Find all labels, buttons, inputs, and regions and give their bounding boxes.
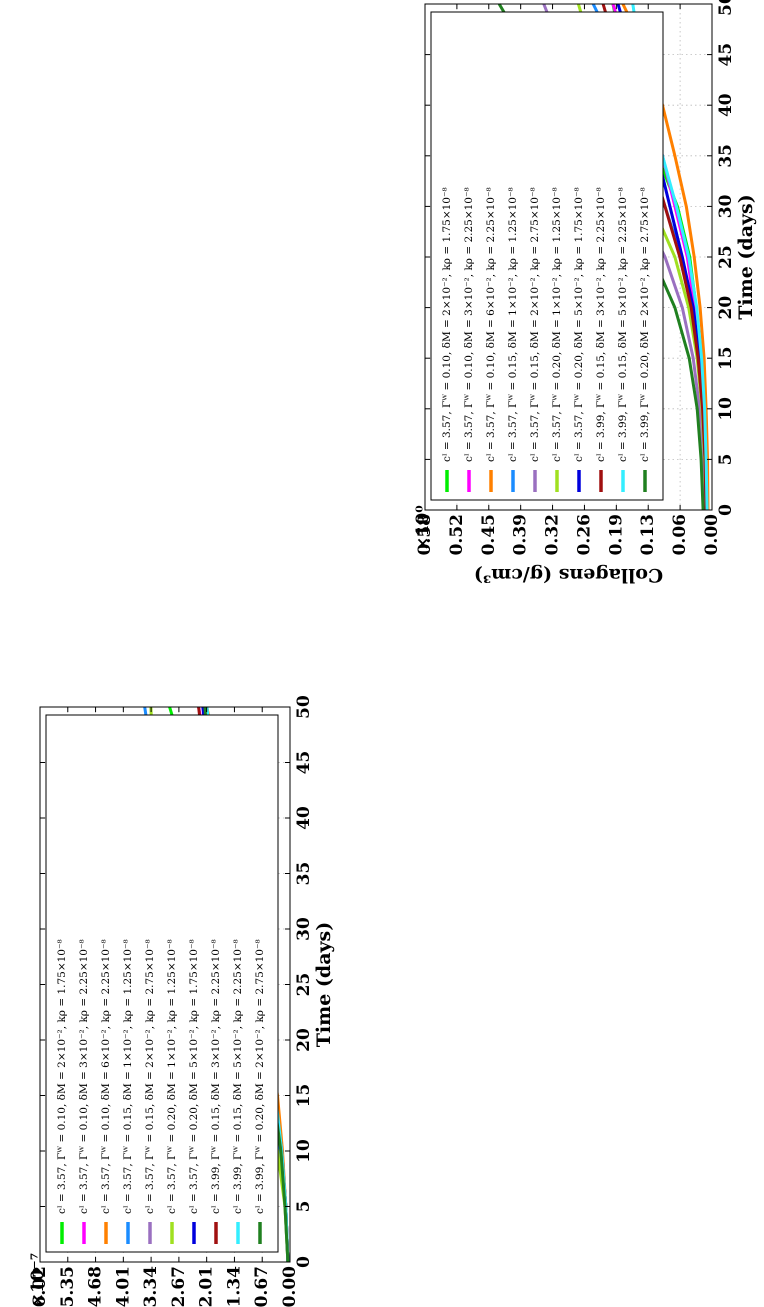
- x-tick-label: 35: [294, 862, 314, 886]
- x-axis-label: Time (days): [313, 922, 335, 1047]
- y-tick-label: 2.67: [169, 1266, 189, 1307]
- legend-entry-label: cᴵ = 3.99, Γᵂ = 0.15, δM = 5×10⁻², kρ = …: [232, 939, 244, 1214]
- legend-entry-label: cᴵ = 3.57, Γᵂ = 0.10, δM = 6×10⁻², kρ = …: [100, 939, 112, 1214]
- scale-multiplier: ×10⁰: [413, 505, 433, 550]
- y-tick-label: 0.19: [606, 514, 626, 555]
- x-tick-label: 10: [716, 397, 736, 421]
- legend-entry-label: cᴵ = 3.99, Γᵂ = 0.20, δM = 2×10⁻², kρ = …: [639, 187, 651, 462]
- y-tick-label: 0.00: [280, 1266, 300, 1307]
- y-tick-label: 0.06: [670, 514, 690, 555]
- x-tick-label: 5: [716, 453, 736, 465]
- x-tick-label: 0: [294, 1256, 314, 1268]
- legend-entry-label: cᴵ = 3.57, Γᵂ = 0.20, δM = 5×10⁻², kρ = …: [573, 187, 585, 462]
- legend-entry-label: cᴵ = 3.57, Γᵂ = 0.20, δM = 1×10⁻², kρ = …: [166, 939, 178, 1214]
- y-tick-label: 6.02: [30, 1266, 50, 1307]
- legend: cᴵ = 3.57, Γᵂ = 0.10, δM = 2×10⁻², kρ = …: [45, 714, 279, 1253]
- y-tick-label: 2.01: [197, 1266, 217, 1307]
- x-tick-label: 50: [716, 0, 736, 16]
- legend-entry-label: cᴵ = 3.99, Γᵂ = 0.15, δM = 3×10⁻², kρ = …: [595, 187, 607, 462]
- legend-entry-label: cᴵ = 3.57, Γᵂ = 0.10, δM = 2×10⁻², kρ = …: [441, 187, 453, 462]
- y-tick-label: 0.26: [574, 514, 594, 555]
- legend: cᴵ = 3.57, Γᵂ = 0.10, δM = 2×10⁻², kρ = …: [430, 11, 664, 501]
- chart-panel-0: 0 5 10 15 20 25 30 35 40 45 50 0.00 0.67 1.34 2.01 2.67…: [28, 695, 335, 1307]
- legend-entry-label: cᴵ = 3.57, Γᵂ = 0.20, δM = 5×10⁻², kρ = …: [188, 939, 200, 1214]
- x-tick-label: 10: [294, 1139, 314, 1163]
- x-tick-label: 20: [294, 1028, 314, 1052]
- x-tick-label: 15: [716, 346, 736, 370]
- x-tick-label: 20: [716, 296, 736, 320]
- y-tick-label: 0.00: [702, 514, 722, 556]
- x-tick-label: 40: [716, 93, 736, 117]
- y-tick-label: 0.67: [252, 1266, 272, 1307]
- y-tick-label: 0.45: [479, 514, 499, 555]
- legend-entry-label: cᴵ = 3.57, Γᵂ = 0.15, δM = 1×10⁻², kρ = …: [122, 939, 134, 1214]
- x-tick-label: 15: [294, 1084, 314, 1108]
- legend-entry-label: cᴵ = 3.57, Γᵂ = 0.20, δM = 1×10⁻², kρ = …: [551, 187, 563, 462]
- legend-entry-label: cᴵ = 3.57, Γᵂ = 0.15, δM = 1×10⁻², kρ = …: [507, 187, 519, 462]
- y-tick-label: 4.01: [113, 1266, 133, 1307]
- x-tick-label: 0: [716, 504, 736, 516]
- legend-entry-label: cᴵ = 3.57, Γᵂ = 0.15, δM = 2×10⁻², kρ = …: [529, 187, 541, 462]
- x-tick-label: 50: [294, 695, 314, 719]
- y-tick-label: 0.39: [511, 514, 531, 555]
- x-tick-label: 25: [716, 245, 736, 269]
- y-tick-label: 0.52: [447, 514, 467, 555]
- y-tick-label: 3.34: [141, 1266, 161, 1307]
- y-tick-label: 0.32: [543, 514, 563, 555]
- x-tick-label: 30: [716, 194, 736, 218]
- y-axis-label: Collagens (g/cm³): [474, 564, 663, 586]
- x-tick-label: 35: [716, 144, 736, 168]
- x-tick-label: 45: [294, 751, 314, 775]
- legend-entry-label: cᴵ = 3.99, Γᵂ = 0.20, δM = 2×10⁻², kρ = …: [254, 939, 266, 1214]
- chart-panel-1: 0 5 10 15 20 25 30 35 40 45 50 0.00 0.06 0.13 0.19 0.26…: [413, 0, 757, 586]
- y-tick-label: 4.68: [86, 1266, 106, 1307]
- y-tick-label: 0.13: [638, 514, 658, 555]
- scale-multiplier: ×10⁻⁷: [28, 1253, 48, 1307]
- x-tick-label: 40: [294, 806, 314, 830]
- y-tick-label: 1.34: [224, 1266, 244, 1307]
- y-tick-label: 5.35: [58, 1266, 78, 1307]
- legend-entry-label: cᴵ = 3.57, Γᵂ = 0.10, δM = 6×10⁻², kρ = …: [485, 187, 497, 462]
- legend-entry-label: cᴵ = 3.57, Γᵂ = 0.10, δM = 2×10⁻², kρ = …: [56, 939, 68, 1214]
- legend-entry-label: cᴵ = 3.99, Γᵂ = 0.15, δM = 3×10⁻², kρ = …: [210, 939, 222, 1214]
- x-tick-label: 45: [716, 43, 736, 67]
- legend-entry-label: cᴵ = 3.57, Γᵂ = 0.10, δM = 3×10⁻², kρ = …: [463, 187, 475, 462]
- x-tick-label: 30: [294, 917, 314, 941]
- legend-entry-label: cᴵ = 3.57, Γᵂ = 0.15, δM = 2×10⁻², kρ = …: [144, 939, 156, 1214]
- x-tick-label: 5: [294, 1201, 314, 1213]
- x-tick-label: 25: [294, 973, 314, 997]
- legend-box: [430, 11, 664, 501]
- x-axis-label: Time (days): [735, 194, 757, 319]
- legend-entry-label: cᴵ = 3.99, Γᵂ = 0.15, δM = 5×10⁻², kρ = …: [617, 187, 629, 462]
- legend-box: [45, 714, 279, 1253]
- legend-entry-label: cᴵ = 3.57, Γᵂ = 0.10, δM = 3×10⁻², kρ = …: [78, 939, 90, 1214]
- y-tick-label: 0.58: [415, 514, 435, 555]
